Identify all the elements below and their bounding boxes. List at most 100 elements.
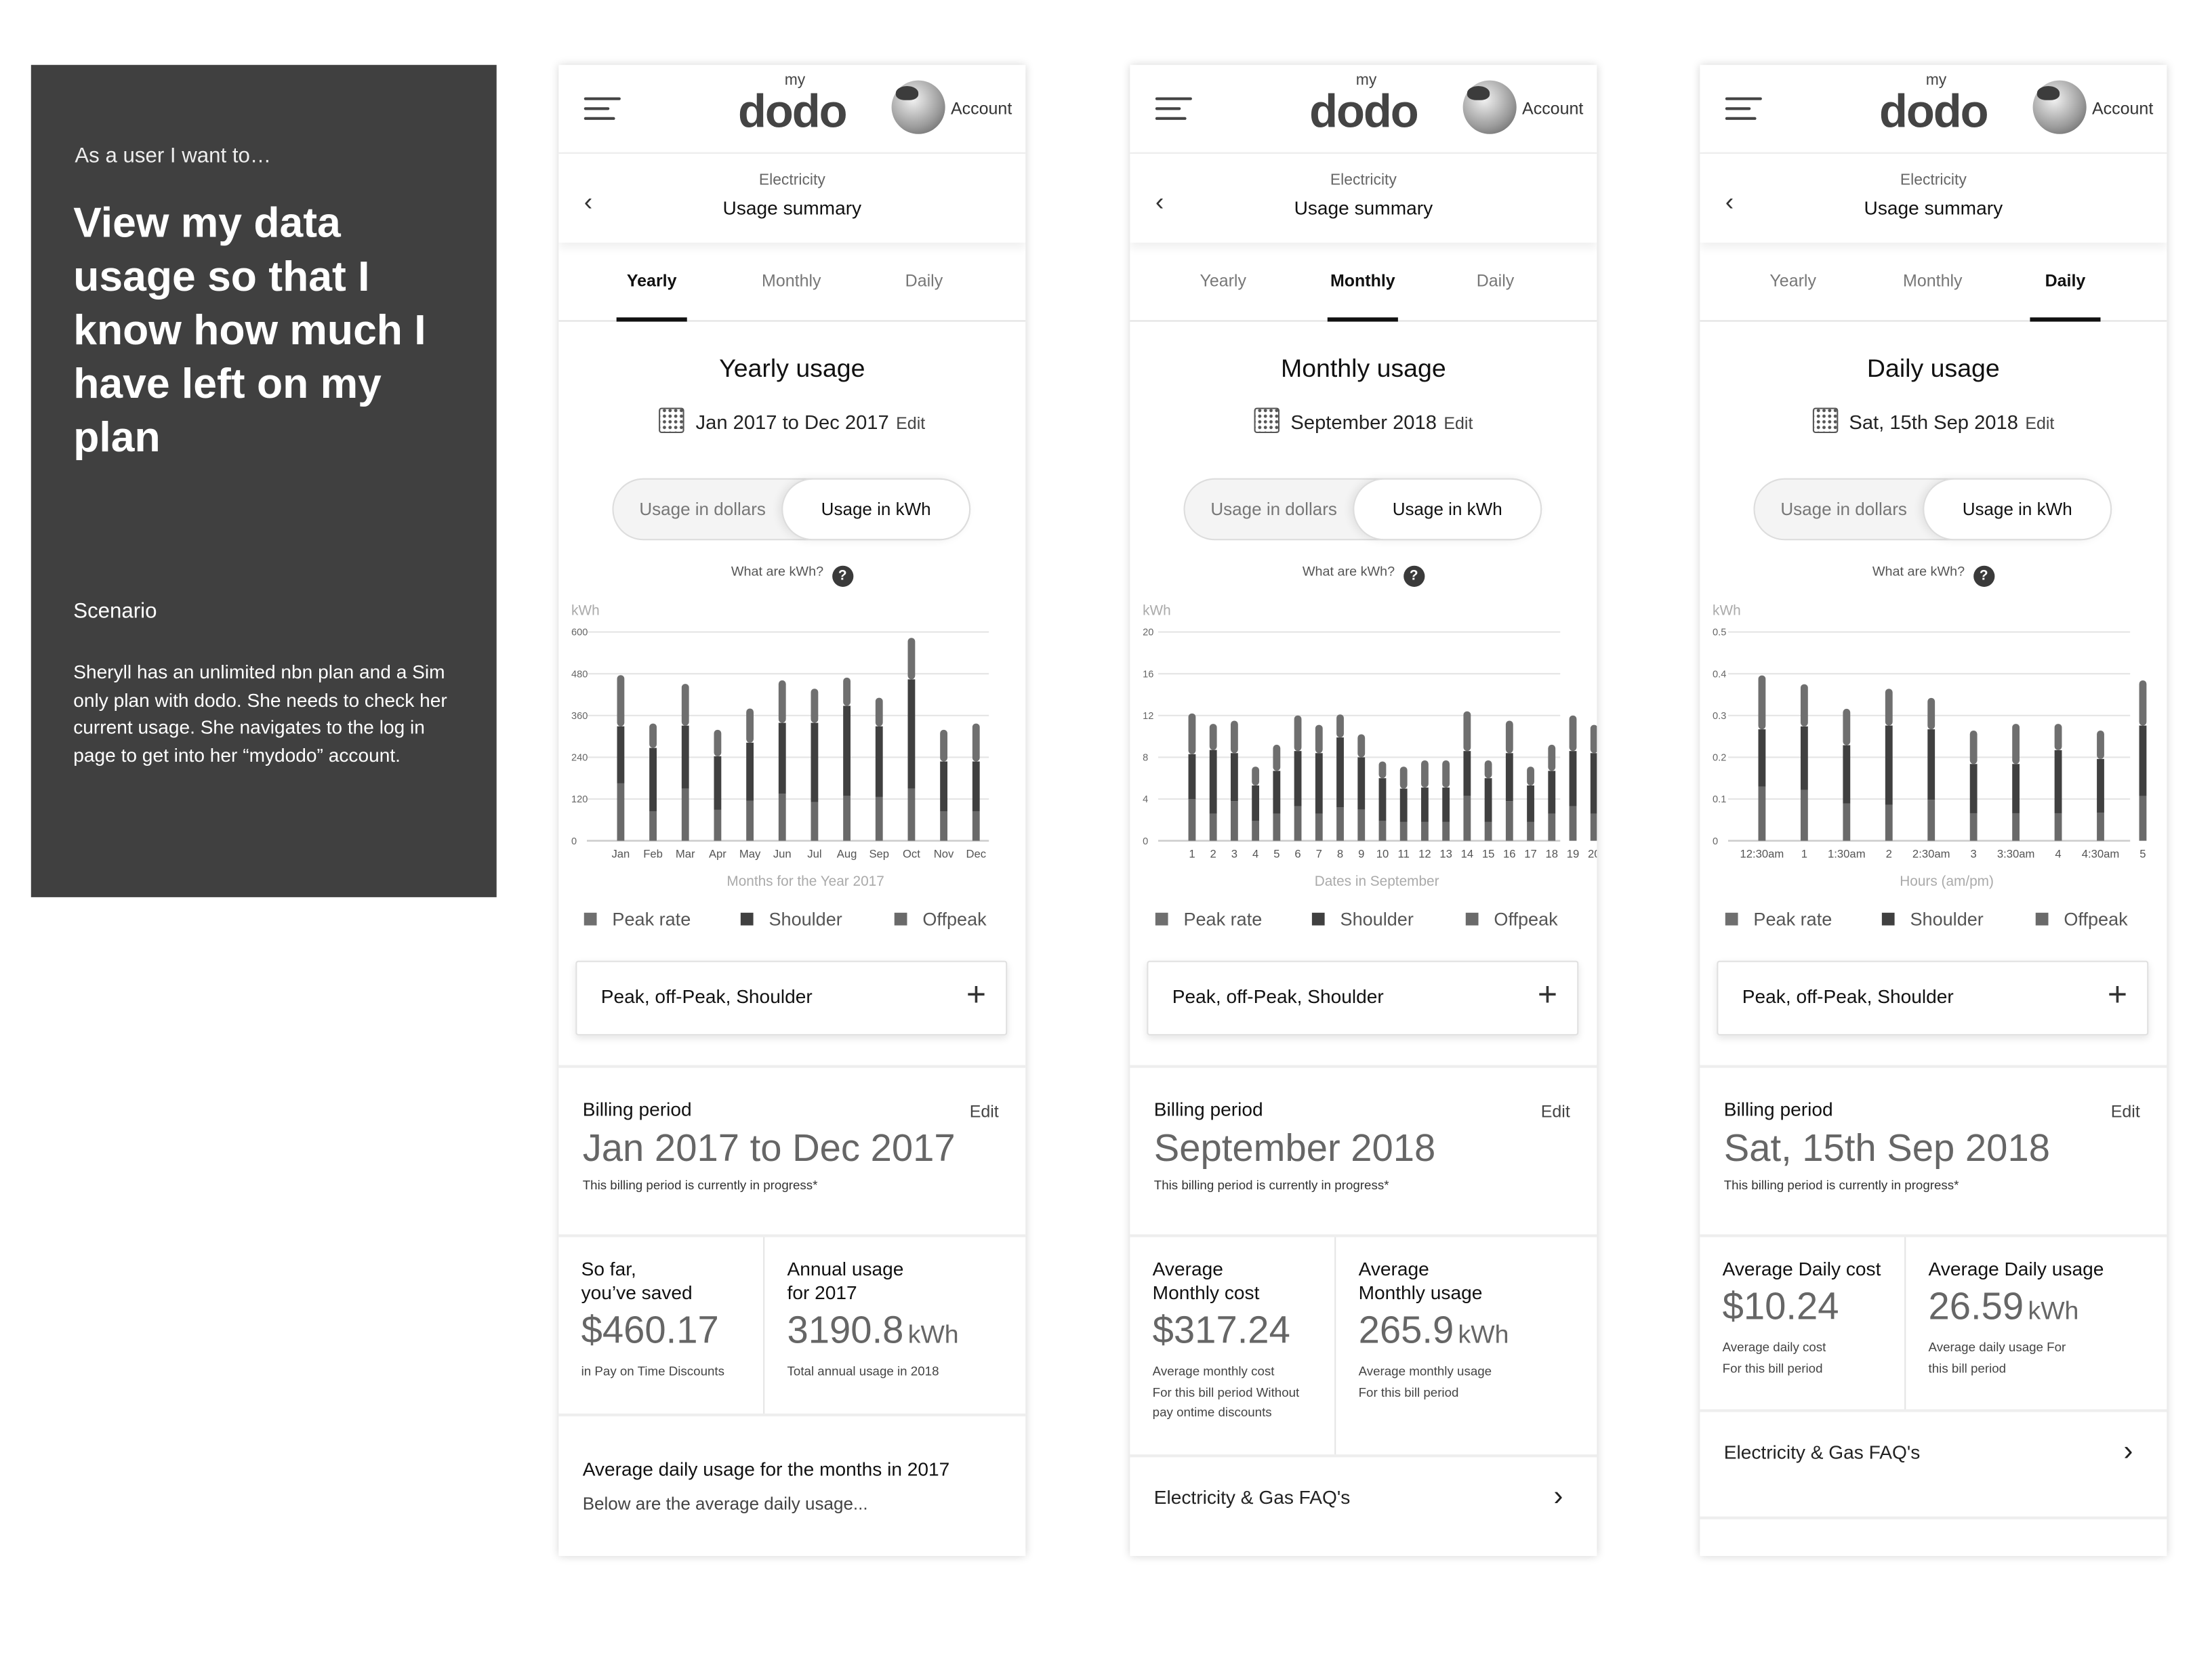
kwh-help[interactable]: What are kWh??	[1130, 565, 1597, 587]
account-avatar[interactable]	[1462, 80, 1517, 134]
bar-segment-offpeak	[972, 811, 980, 841]
y-tick-label: 600	[571, 628, 588, 638]
tab-daily[interactable]: Daily	[1994, 271, 2135, 322]
bar-segment-peak-rate	[1442, 760, 1450, 788]
question-icon[interactable]: ?	[1403, 565, 1425, 587]
hamburger-menu-icon[interactable]	[1725, 97, 1762, 120]
x-tick-label: Oct	[903, 848, 920, 861]
hamburger-menu-icon[interactable]	[583, 97, 621, 120]
bar-segment-peak-rate	[1885, 689, 1893, 726]
tab-yearly[interactable]: Yearly	[1769, 270, 1816, 291]
logo-my: my	[1355, 72, 1377, 89]
x-tick-label: 1:30am	[1828, 848, 1866, 861]
rates-accordion[interactable]: Peak, off-Peak, Shoulder +	[1147, 960, 1579, 1036]
billing-edit-button[interactable]: Edit	[1540, 1101, 1570, 1122]
kwh-help[interactable]: What are kWh??	[1700, 565, 2167, 587]
tab-monthly[interactable]: Monthly	[1292, 271, 1433, 322]
stat-title: Average Daily usage	[1928, 1258, 2104, 1280]
question-icon[interactable]: ?	[1973, 565, 1994, 587]
x-axis-label: Months for the Year 2017	[726, 874, 884, 889]
billing-edit-button[interactable]: Edit	[969, 1101, 999, 1122]
legend-swatch	[2035, 912, 2049, 926]
back-chevron-icon[interactable]: ‹	[1155, 187, 1164, 216]
bar-segment-shoulder	[681, 725, 689, 789]
plus-icon: +	[1537, 976, 1558, 1015]
help-text: What are kWh?	[1872, 564, 1965, 580]
accordion-label: Peak, off-Peak, Shoulder	[600, 986, 813, 1008]
bar-segment-peak-rate	[1421, 760, 1429, 788]
billing-edit-button[interactable]: Edit	[2110, 1101, 2140, 1122]
bar-segment-shoulder	[1336, 737, 1344, 808]
y-tick-label: 4	[1143, 794, 1148, 805]
hamburger-menu-icon[interactable]	[1155, 97, 1192, 120]
back-chevron-icon[interactable]: ‹	[583, 187, 593, 216]
bar-segment-shoulder	[1843, 745, 1851, 804]
bar-segment-peak-rate	[1927, 697, 1936, 730]
rates-accordion[interactable]: Peak, off-Peak, Shoulder +	[575, 960, 1008, 1036]
bar-segment-offpeak	[617, 783, 625, 841]
account-link[interactable]: Account	[950, 98, 1012, 119]
usage-title: Monthly usage	[1280, 354, 1446, 383]
stat-card: Average Monthly cost $317.24 Average mon…	[1130, 1237, 1336, 1454]
account-link[interactable]: Account	[2092, 98, 2154, 119]
bar-segment-offpeak	[1800, 790, 1808, 841]
chart-legend: Peak rate Shoulder Offpeak	[558, 909, 1025, 934]
usage-in-kwh-option[interactable]: Usage in kWh	[1353, 478, 1542, 541]
average-daily-section: Average daily usage for the months in 20…	[558, 1416, 1025, 1527]
tab-monthly[interactable]: Monthly	[1903, 270, 1963, 291]
x-tick-label: 15	[1482, 848, 1495, 861]
bar-segment-offpeak	[1273, 813, 1281, 841]
edit-date-button[interactable]: Edit	[896, 413, 926, 434]
bar-segment-offpeak	[1527, 821, 1534, 841]
mydodo-logo: my dodo	[558, 73, 1025, 134]
bar-segment-shoulder	[1421, 787, 1429, 822]
usage-in-dollars-option[interactable]: Usage in dollars	[639, 499, 766, 520]
stat-value: 26.59	[1928, 1285, 2024, 1328]
stat-value: $10.24	[1722, 1285, 1839, 1328]
tab-daily[interactable]: Daily	[905, 270, 943, 291]
stat-title: Annual usage for 2017	[787, 1258, 904, 1304]
usage-in-kwh-option[interactable]: Usage in kWh	[1923, 478, 2112, 541]
calendar-icon[interactable]	[659, 407, 684, 434]
page-title: Usage summary	[1294, 197, 1433, 219]
legend-item: Peak rate	[1725, 909, 1832, 930]
x-tick-label: 8	[1337, 848, 1343, 861]
y-tick-label: 0.3	[1713, 711, 1726, 722]
bar-segment-shoulder	[1590, 753, 1597, 814]
calendar-icon[interactable]	[1812, 407, 1838, 434]
y-tick-label: 480	[571, 669, 588, 680]
story-intro: As a user I want to…	[75, 144, 272, 168]
rates-accordion[interactable]: Peak, off-Peak, Shoulder +	[1717, 960, 2149, 1036]
faq-link[interactable]: Electricity & Gas FAQ's ›	[1700, 1412, 2167, 1519]
chevron-right-icon: ›	[1553, 1480, 1563, 1512]
x-tick-label: 4	[1252, 848, 1258, 861]
bar-segment-offpeak	[1252, 821, 1260, 841]
kwh-help[interactable]: What are kWh??	[558, 565, 1025, 587]
billing-note: This billing period is currently in prog…	[1153, 1178, 1389, 1192]
tab-yearly[interactable]: Yearly	[1200, 270, 1246, 291]
faq-link[interactable]: Electricity & Gas FAQ's ›	[1130, 1456, 1597, 1556]
account-link[interactable]: Account	[1522, 98, 1584, 119]
tab-daily[interactable]: Daily	[1476, 270, 1515, 291]
edit-date-button[interactable]: Edit	[1443, 413, 1473, 434]
bar-segment-peak-rate	[843, 677, 851, 706]
usage-in-dollars-option[interactable]: Usage in dollars	[1210, 499, 1337, 520]
bar-segment-offpeak	[1927, 800, 1936, 841]
bar-segment-offpeak	[1442, 821, 1450, 841]
bar-segment-offpeak	[1484, 821, 1492, 841]
calendar-icon[interactable]	[1254, 407, 1279, 434]
question-icon[interactable]: ?	[832, 565, 853, 587]
billing-note: This billing period is currently in prog…	[1723, 1178, 1959, 1192]
billing-value: September 2018	[1153, 1127, 1436, 1170]
date-range-row: Sat, 15th Sep 2018 Edit	[1700, 407, 2167, 434]
back-chevron-icon[interactable]: ‹	[1725, 187, 1734, 216]
account-avatar[interactable]	[2032, 80, 2087, 134]
stat-card: Annual usage for 2017 3190.8 kWh Total an…	[764, 1237, 1025, 1413]
tab-yearly[interactable]: Yearly	[581, 271, 722, 322]
account-avatar[interactable]	[891, 80, 945, 134]
billing-label: Billing period	[582, 1099, 692, 1120]
usage-in-kwh-option[interactable]: Usage in kWh	[781, 478, 971, 541]
tab-monthly[interactable]: Monthly	[762, 270, 821, 291]
edit-date-button[interactable]: Edit	[2025, 413, 2055, 434]
usage-in-dollars-option[interactable]: Usage in dollars	[1780, 499, 1907, 520]
